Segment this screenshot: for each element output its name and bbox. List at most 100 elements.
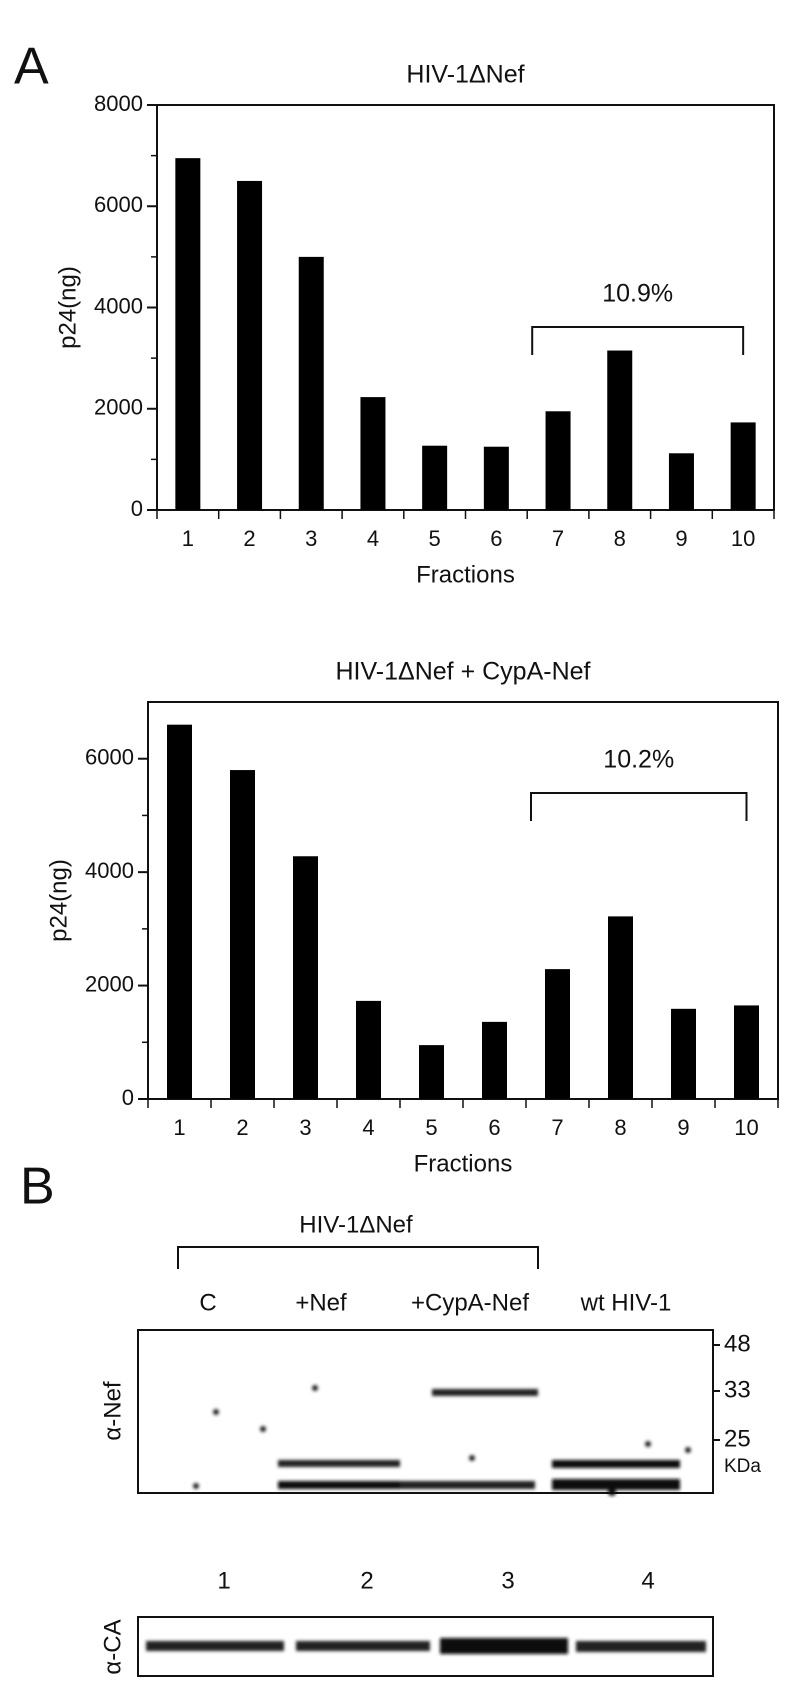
marker-label: 25: [724, 1425, 751, 1452]
antibody-label: α-Nef: [99, 1381, 126, 1441]
lane-number: 1: [217, 1567, 230, 1594]
marker-label: 48: [724, 1330, 751, 1357]
band: [146, 1641, 284, 1651]
marker-unit: KDa: [724, 1456, 761, 1477]
bar: [293, 856, 318, 1099]
marker-label: 33: [724, 1376, 751, 1403]
x-tick-label: 9: [677, 1115, 689, 1140]
band: [552, 1460, 680, 1468]
x-tick-label: 10: [734, 1115, 758, 1140]
bar: [482, 1021, 507, 1099]
bracket: [530, 792, 748, 821]
x-tick-label: 3: [305, 526, 317, 551]
bar: [671, 1008, 696, 1099]
bar: [668, 453, 694, 510]
y-tick-label: 8000: [94, 91, 143, 116]
y-tick-label: 2000: [85, 971, 134, 996]
lane-number: 3: [501, 1567, 514, 1594]
bar: [175, 158, 201, 510]
x-tick-label: 1: [182, 526, 194, 551]
y-tick-label: 0: [131, 496, 143, 521]
bracket: [531, 326, 745, 355]
bar: [422, 445, 448, 510]
y-tick-label: 4000: [94, 293, 143, 318]
speck: [645, 1441, 651, 1447]
lane-number: 2: [360, 1567, 373, 1594]
bar: [360, 397, 386, 510]
bar: [545, 411, 571, 510]
x-tick-label: 9: [675, 526, 687, 551]
panel-label: B: [20, 1158, 55, 1216]
x-axis-label: Fractions: [414, 1150, 513, 1177]
bar: [734, 1005, 759, 1099]
blot-panel: B HIV-1ΔNef C +Nef +CypA-Nef wt HIV-1 48…: [20, 1158, 761, 1677]
antibody-label: α-CA: [99, 1619, 126, 1674]
x-tick-label: 2: [243, 526, 255, 551]
speck: [312, 1385, 318, 1391]
bar: [356, 1000, 381, 1099]
speck: [608, 1488, 616, 1496]
y-tick-label: 6000: [94, 192, 143, 217]
x-tick-label: 3: [299, 1115, 311, 1140]
band: [278, 1481, 400, 1489]
x-tick-label: 5: [425, 1115, 437, 1140]
speck: [469, 1455, 475, 1461]
blot-nef: [137, 1329, 714, 1494]
band: [400, 1481, 535, 1489]
x-tick-label: 7: [551, 1115, 563, 1140]
bar: [607, 350, 633, 510]
band: [432, 1389, 538, 1396]
x-tick-label: 7: [552, 526, 564, 551]
x-tick-label: 1: [173, 1115, 185, 1140]
speck: [260, 1426, 266, 1432]
band: [440, 1638, 568, 1654]
bands: [193, 1385, 691, 1496]
bar: [298, 256, 324, 510]
lane-label: C: [199, 1289, 216, 1316]
group-bracket: [177, 1246, 539, 1269]
bar: [167, 724, 192, 1099]
lane-label: wt HIV-1: [580, 1289, 672, 1316]
x-tick-label: 4: [367, 526, 379, 551]
bar: [545, 969, 570, 1099]
x-tick-label: 6: [490, 526, 502, 551]
x-tick-label: 6: [488, 1115, 500, 1140]
bar: [419, 1045, 444, 1099]
x-axis-label: Fractions: [416, 561, 515, 588]
chart-title: HIV-1ΔNef: [406, 61, 524, 89]
y-tick-label: 6000: [85, 745, 134, 770]
annotation: 10.9%: [602, 280, 673, 308]
lane-number: 4: [641, 1567, 654, 1594]
bar: [237, 180, 263, 510]
speck: [685, 1447, 691, 1453]
x-tick-label: 2: [236, 1115, 248, 1140]
bar: [608, 916, 633, 1099]
y-axis-label: p24(ng): [54, 266, 81, 349]
band: [278, 1460, 400, 1467]
bar: [483, 446, 509, 510]
lane-label: +Nef: [295, 1289, 347, 1316]
speck: [193, 1483, 199, 1489]
band: [552, 1479, 680, 1490]
chart-title: HIV-1ΔNef + CypA-Nef: [336, 658, 591, 686]
y-tick-label: 2000: [94, 395, 143, 420]
bar: [230, 770, 255, 1099]
y-tick-label: 0: [122, 1085, 134, 1110]
x-tick-label: 8: [614, 526, 626, 551]
x-tick-label: 5: [429, 526, 441, 551]
band: [576, 1641, 706, 1652]
y-tick-label: 4000: [85, 858, 134, 883]
panel-label: A: [14, 38, 49, 96]
x-tick-label: 4: [362, 1115, 374, 1140]
speck: [213, 1409, 219, 1415]
bar: [730, 422, 756, 510]
x-tick-label: 10: [731, 526, 755, 551]
band: [296, 1641, 430, 1651]
y-axis-label: p24(ng): [45, 859, 72, 942]
x-tick-label: 8: [614, 1115, 626, 1140]
group-label: HIV-1ΔNef: [299, 1211, 413, 1238]
annotation: 10.2%: [603, 746, 674, 774]
ca-bands: [146, 1638, 706, 1654]
lane-label: +CypA-Nef: [411, 1289, 529, 1316]
